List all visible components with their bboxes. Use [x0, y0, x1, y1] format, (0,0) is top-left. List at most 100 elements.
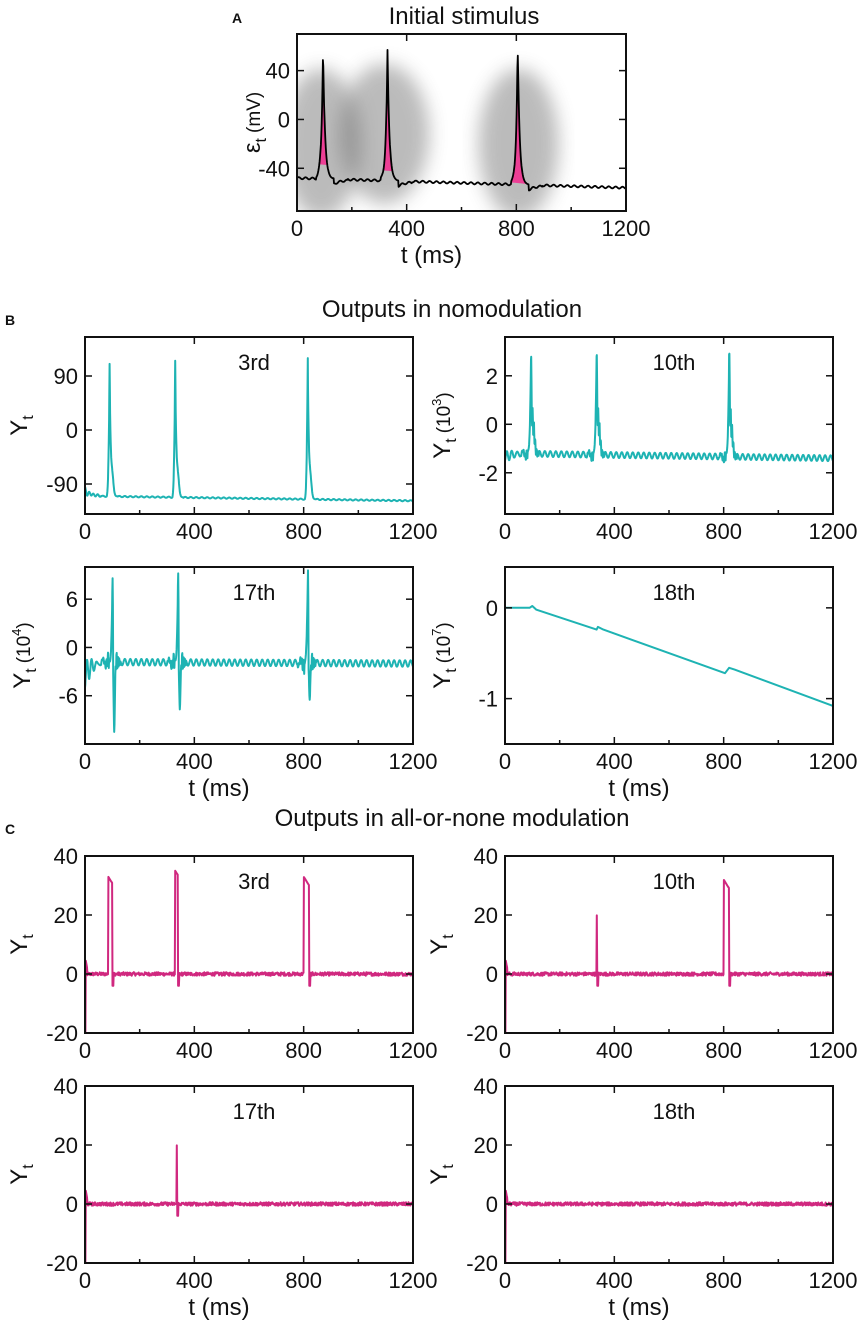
y-label-close: ): [14, 622, 35, 628]
x-axis-label: t (ms): [608, 775, 669, 802]
y-tick-label: 20: [474, 903, 498, 928]
y-axis-label: Yt: [426, 934, 457, 955]
y-tick-label: 0: [486, 962, 498, 987]
x-tick-label: 800: [285, 1038, 322, 1063]
y-tick-label: 2: [486, 364, 498, 389]
x-tick-label: 1200: [809, 1038, 858, 1063]
y-tick-label: 40: [266, 59, 290, 84]
y-tick-label: 20: [54, 903, 78, 928]
y-tick-label: 90: [54, 364, 78, 389]
y-label-subscript: t: [20, 415, 37, 420]
subplot-title: 17th: [233, 1099, 276, 1124]
y-axis-label: Yt (104): [9, 622, 40, 689]
y-axis-label: Yt: [6, 934, 37, 955]
x-tick-label: 1200: [389, 749, 438, 774]
x-tick-label: 1200: [809, 1268, 858, 1293]
x-tick-label: 0: [499, 1038, 511, 1063]
y-label-main: ε: [239, 142, 266, 153]
y-label-main: Y: [6, 1169, 33, 1185]
y-label-subscript: t: [443, 668, 460, 673]
panel-letter-b: B: [5, 312, 15, 328]
y-label-main: Y: [426, 1169, 453, 1185]
x-tick-label: 1200: [602, 216, 651, 241]
y-label-subscript: t: [20, 1164, 37, 1169]
series-line: [505, 605, 834, 707]
y-label-unit: (mV): [244, 92, 265, 133]
x-tick-label: 0: [79, 1268, 91, 1293]
x-tick-label: 400: [596, 749, 633, 774]
x-tick-label: 0: [291, 216, 303, 241]
y-tick-label: 0: [66, 418, 78, 443]
x-tick-label: 1200: [389, 519, 438, 544]
y-tick-label: 0: [486, 1192, 498, 1217]
y-label-main: Y: [6, 939, 33, 955]
y-label-subscript: t: [20, 934, 37, 939]
y-tick-label: 40: [474, 1074, 498, 1099]
x-axis-label: t (ms): [401, 242, 462, 269]
y-label-exponent: 4: [9, 629, 24, 636]
series-line: [84, 1144, 414, 1264]
x-tick-label: 0: [79, 519, 91, 544]
y-tick-label: 20: [474, 1133, 498, 1158]
x-tick-label: 1200: [389, 1038, 438, 1063]
x-tick-label: 400: [388, 216, 425, 241]
y-label-close: ): [434, 622, 455, 628]
subplot-title: 18th: [653, 580, 696, 605]
y-label-main: Y: [6, 420, 33, 436]
x-axis-label: t (ms): [188, 1294, 249, 1321]
y-label-subscript: t: [443, 438, 460, 443]
x-tick-label: 400: [596, 519, 633, 544]
y-label-exponent: 3: [429, 399, 444, 406]
y-tick-label: 0: [66, 1192, 78, 1217]
x-tick-label: 0: [499, 1268, 511, 1293]
y-tick-label: -90: [46, 472, 78, 497]
y-tick-label: -20: [466, 1251, 498, 1276]
y-tick-label: 0: [278, 107, 290, 132]
x-axis-label: t (ms): [188, 775, 249, 802]
y-tick-label: -2: [478, 461, 498, 486]
x-axis-label: t (ms): [608, 1294, 669, 1321]
subplot-title: 10th: [653, 869, 696, 894]
x-tick-label: 0: [79, 749, 91, 774]
x-tick-label: 1200: [809, 519, 858, 544]
x-tick-label: 400: [596, 1038, 633, 1063]
series-line: [84, 357, 414, 503]
y-label-subscript: t: [440, 1164, 457, 1169]
y-axis-label: Yt: [426, 1164, 457, 1185]
y-label-unit: (10: [434, 636, 455, 663]
stimulus-shadow: [297, 63, 559, 211]
y-tick-label: -1: [478, 687, 498, 712]
panel-letter-a: A: [232, 10, 242, 26]
series-line: [504, 1189, 834, 1264]
subplot-title: 3rd: [238, 350, 270, 375]
chart-b2: 0 400 800 1200 2 0 -2 10th Yt (103): [429, 336, 858, 544]
subplot-title: 3rd: [238, 869, 270, 894]
y-label-subscript: t: [253, 137, 270, 142]
x-tick-label: 400: [176, 749, 213, 774]
y-tick-label: 6: [66, 587, 78, 612]
y-axis-label: Yt (103): [429, 392, 460, 459]
x-tick-label: 0: [499, 749, 511, 774]
x-tick-label: 400: [176, 1268, 213, 1293]
x-tick-label: 1200: [389, 1268, 438, 1293]
x-tick-label: 0: [79, 1038, 91, 1063]
y-axis-label: Yt: [6, 415, 37, 436]
y-tick-label: 0: [66, 635, 78, 660]
x-tick-label: 800: [498, 216, 535, 241]
x-tick-label: 0: [499, 519, 511, 544]
y-tick-label: 40: [54, 1074, 78, 1099]
x-tick-label: 800: [705, 749, 742, 774]
x-tick-label: 1200: [809, 749, 858, 774]
x-tick-label: 800: [705, 1038, 742, 1063]
y-tick-label: -20: [46, 1251, 78, 1276]
y-tick-label: -6: [58, 684, 78, 709]
panel-a-title: Initial stimulus: [389, 3, 540, 30]
y-label-main: Y: [426, 939, 453, 955]
panel-c-title: Outputs in all-or-none modulation: [275, 805, 630, 832]
subplot-title: 18th: [653, 1099, 696, 1124]
